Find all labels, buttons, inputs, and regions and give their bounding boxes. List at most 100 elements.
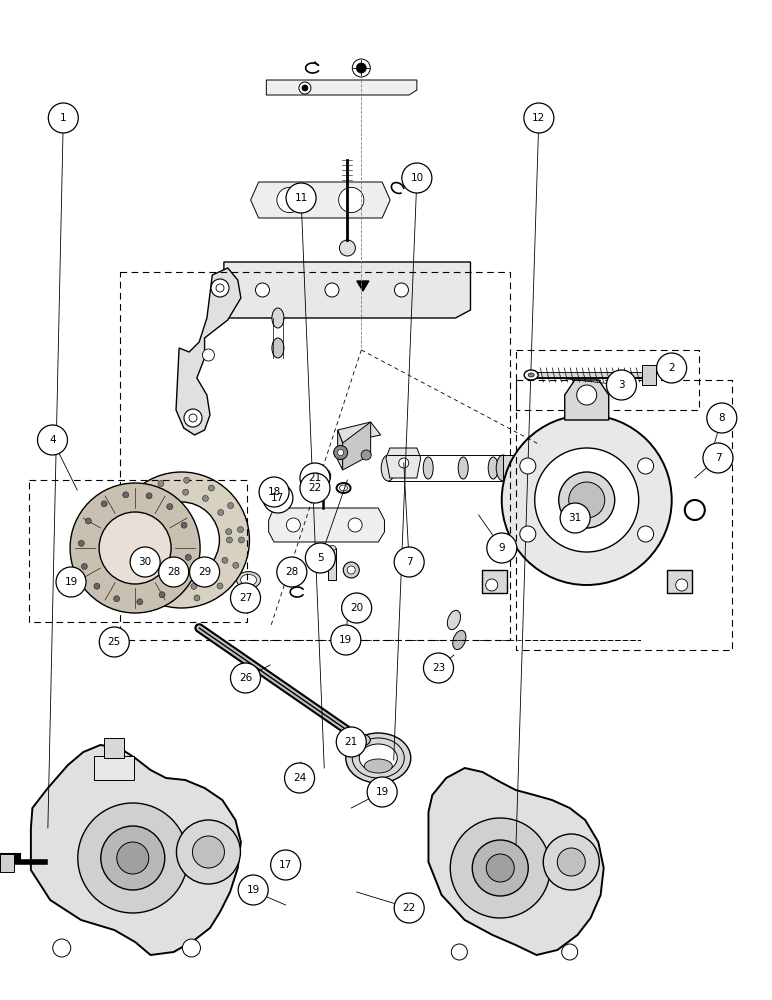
Circle shape — [209, 574, 215, 580]
Circle shape — [225, 529, 232, 535]
Text: 12: 12 — [532, 113, 546, 123]
Circle shape — [130, 547, 160, 577]
Circle shape — [231, 583, 260, 613]
Circle shape — [486, 854, 514, 882]
Circle shape — [299, 82, 311, 94]
Circle shape — [99, 512, 171, 584]
Circle shape — [239, 537, 245, 543]
Circle shape — [239, 875, 268, 905]
Circle shape — [202, 495, 208, 501]
Circle shape — [657, 353, 686, 383]
Text: 21: 21 — [308, 473, 322, 483]
Circle shape — [306, 543, 335, 573]
Circle shape — [231, 663, 260, 693]
Ellipse shape — [203, 560, 217, 570]
Circle shape — [170, 584, 176, 590]
Circle shape — [424, 653, 453, 683]
Ellipse shape — [186, 555, 200, 565]
Circle shape — [218, 509, 224, 515]
Circle shape — [191, 583, 197, 589]
Circle shape — [286, 183, 316, 213]
Polygon shape — [357, 281, 369, 291]
Ellipse shape — [524, 370, 538, 380]
Circle shape — [285, 763, 314, 793]
Circle shape — [569, 482, 604, 518]
Text: 17: 17 — [279, 860, 293, 870]
Text: 7: 7 — [406, 557, 412, 567]
Circle shape — [259, 477, 289, 507]
Circle shape — [190, 557, 219, 587]
Text: 19: 19 — [375, 787, 389, 797]
Circle shape — [202, 349, 215, 361]
Bar — [0, 854, 14, 872]
Ellipse shape — [452, 630, 466, 650]
Text: 27: 27 — [239, 593, 252, 603]
Circle shape — [300, 473, 330, 503]
Text: 19: 19 — [246, 885, 260, 895]
Circle shape — [348, 518, 362, 532]
Circle shape — [119, 542, 124, 548]
Circle shape — [486, 579, 498, 591]
Circle shape — [452, 944, 467, 960]
Text: 21: 21 — [344, 737, 358, 747]
Circle shape — [399, 458, 408, 468]
Circle shape — [337, 727, 366, 757]
Ellipse shape — [272, 338, 284, 358]
Circle shape — [113, 596, 120, 602]
Ellipse shape — [352, 734, 371, 746]
Circle shape — [222, 557, 228, 563]
Text: 28: 28 — [167, 567, 181, 577]
Polygon shape — [176, 268, 241, 435]
Text: 8: 8 — [719, 413, 725, 423]
Polygon shape — [337, 430, 343, 470]
Circle shape — [334, 446, 347, 460]
Circle shape — [524, 103, 554, 133]
Circle shape — [676, 579, 688, 591]
Polygon shape — [482, 570, 506, 593]
Circle shape — [184, 477, 190, 483]
Circle shape — [703, 443, 733, 473]
Circle shape — [577, 385, 597, 405]
Circle shape — [168, 596, 174, 602]
Circle shape — [144, 502, 219, 578]
Ellipse shape — [328, 546, 336, 550]
Polygon shape — [343, 422, 371, 470]
Bar — [94, 756, 134, 780]
Circle shape — [182, 939, 201, 957]
Ellipse shape — [236, 572, 261, 588]
Text: 22: 22 — [402, 903, 416, 913]
Circle shape — [217, 583, 223, 589]
Circle shape — [562, 944, 577, 960]
Circle shape — [315, 468, 330, 484]
Circle shape — [185, 554, 191, 560]
Circle shape — [302, 85, 308, 91]
Polygon shape — [269, 508, 384, 542]
Circle shape — [342, 593, 371, 623]
Circle shape — [137, 599, 143, 605]
Circle shape — [136, 495, 142, 501]
Text: 28: 28 — [285, 567, 299, 577]
Circle shape — [146, 493, 152, 499]
Circle shape — [707, 403, 736, 433]
Text: 29: 29 — [198, 567, 212, 577]
Circle shape — [450, 818, 550, 918]
Circle shape — [183, 489, 188, 495]
Circle shape — [233, 562, 239, 568]
Polygon shape — [31, 745, 241, 955]
Text: 9: 9 — [499, 543, 505, 553]
Ellipse shape — [346, 733, 411, 783]
Circle shape — [638, 458, 654, 474]
Circle shape — [94, 583, 100, 589]
Text: 31: 31 — [568, 513, 582, 523]
Circle shape — [286, 518, 300, 532]
Circle shape — [38, 425, 67, 455]
Circle shape — [361, 450, 371, 460]
Circle shape — [86, 518, 91, 524]
Ellipse shape — [217, 564, 239, 580]
Text: 30: 30 — [138, 557, 152, 567]
Circle shape — [159, 592, 165, 598]
Text: 26: 26 — [239, 673, 252, 683]
Circle shape — [300, 463, 330, 493]
Text: 1: 1 — [60, 113, 66, 123]
Bar — [328, 548, 336, 580]
